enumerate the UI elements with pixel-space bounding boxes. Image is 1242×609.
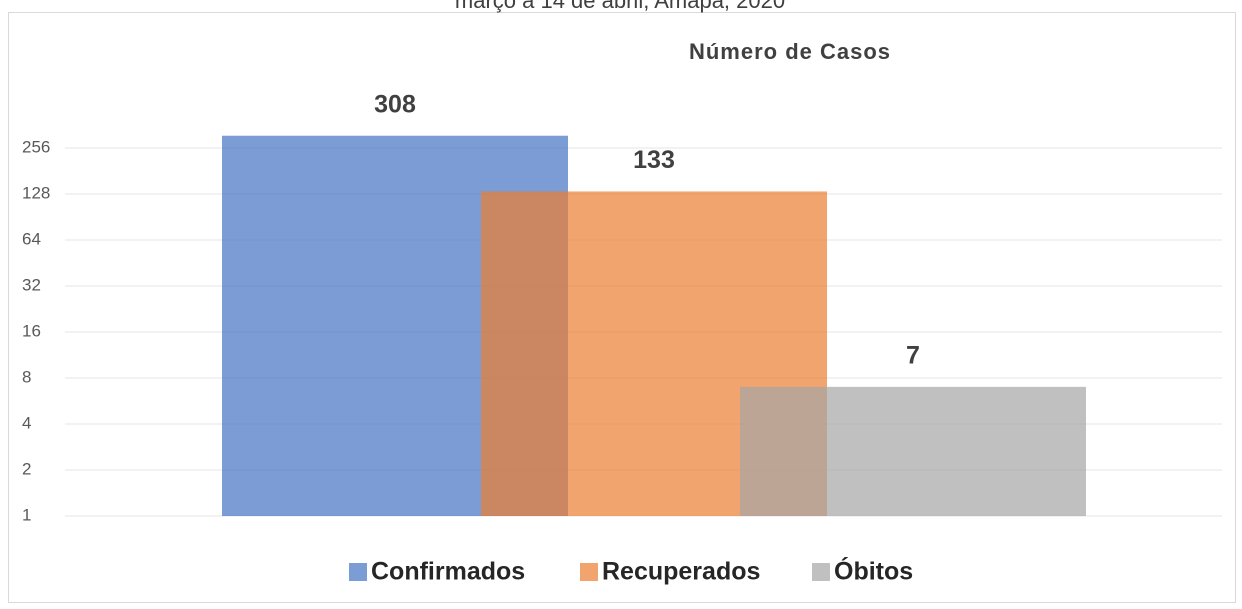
y-tick-label: 2	[22, 459, 31, 478]
legend-swatch	[349, 563, 367, 581]
y-tick-label: 32	[22, 275, 41, 294]
y-tick-label: 8	[22, 367, 31, 386]
y-tick-label: 128	[22, 183, 50, 202]
chart-subtitle: março a 14 de abril, Amapá, 2020	[455, 0, 785, 13]
legend-swatch	[812, 563, 830, 581]
data-label: 133	[633, 146, 675, 174]
legend-label: Recuperados	[602, 558, 760, 586]
chart-title: Número de Casos	[689, 39, 891, 64]
y-tick-label: 256	[22, 137, 50, 156]
legend-label: Confirmados	[371, 558, 525, 586]
y-tick-label: 1	[22, 505, 31, 524]
legend-swatch	[580, 563, 598, 581]
y-tick-label: 64	[22, 229, 41, 248]
data-label: 7	[906, 341, 920, 369]
y-tick-label: 16	[22, 321, 41, 340]
data-label: 308	[374, 90, 416, 118]
legend-label: Óbitos	[834, 556, 913, 586]
y-tick-label: 4	[22, 413, 31, 432]
bar	[740, 386, 1086, 516]
